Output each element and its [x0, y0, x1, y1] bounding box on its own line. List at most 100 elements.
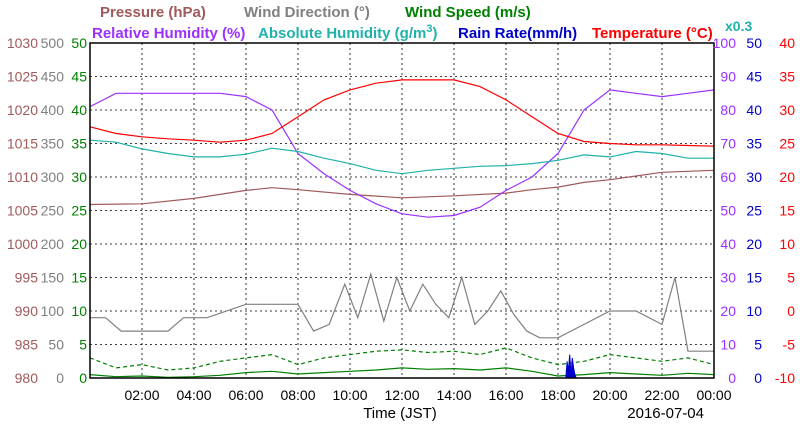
- legend-absolute-humidity: Absolute Humidity (g/m3): [258, 23, 437, 42]
- y-tick-label: 0: [787, 303, 795, 319]
- y-tick-label: 35: [71, 136, 87, 152]
- y-tick-label: 60: [720, 169, 736, 185]
- legend-rain-rate: Rain Rate(mm/h): [458, 25, 577, 42]
- y-tick-label: 30: [720, 270, 736, 286]
- y-tick-label: 15: [71, 270, 87, 286]
- y-tick-label: 500: [41, 35, 65, 51]
- series-pressure-hpa: [89, 169, 715, 206]
- y-tick-label: 300: [41, 169, 65, 185]
- y-tick-label: 990: [15, 303, 39, 319]
- y-tick-label: 1015: [7, 136, 38, 152]
- y-tick-label: 80: [720, 102, 736, 118]
- y-tick-label: 50: [720, 203, 736, 219]
- y-tick-label: 40: [720, 236, 736, 252]
- series-wind-direction: [90, 271, 714, 352]
- x-tick-label: 18:00: [540, 387, 575, 403]
- y-tick-label: 980: [15, 370, 39, 386]
- y-tick-label: 40: [779, 35, 795, 51]
- y-tick-label: 30: [779, 102, 795, 118]
- y-tick-label: 25: [71, 203, 87, 219]
- y-tick-label: 10: [720, 337, 736, 353]
- y-tick-label: 35: [779, 69, 795, 85]
- x-tick-label: 12:00: [384, 387, 419, 403]
- y-tick-label: 30: [746, 169, 762, 185]
- y-tick-label: 10: [779, 236, 795, 252]
- x-tick-label: 20:00: [592, 387, 627, 403]
- y-tick-label: 1025: [7, 69, 38, 85]
- x-tick-label: 14:00: [436, 387, 471, 403]
- plot-frame: [89, 42, 715, 379]
- series-temperature-c: [89, 79, 715, 147]
- y-tick-label: -10: [775, 370, 795, 386]
- y-tick-label: 50: [71, 35, 87, 51]
- x-tick-label: 00:00: [696, 387, 731, 403]
- y-tick-label: 10: [746, 303, 762, 319]
- y-tick-label: 20: [720, 303, 736, 319]
- y-tick-label: 45: [746, 69, 762, 85]
- y-tick-label: 1005: [7, 203, 38, 219]
- x-tick-label: 06:00: [228, 387, 263, 403]
- y-tick-label: 25: [746, 203, 762, 219]
- y-tick-label: 5: [754, 337, 762, 353]
- y-tick-label: 5: [787, 270, 795, 286]
- y-tick-label: 70: [720, 136, 736, 152]
- x-tick-label: 02:00: [124, 387, 159, 403]
- y-tick-label: 1000: [7, 236, 38, 252]
- legend-scale-note: x0.3: [725, 18, 752, 34]
- y-tick-label: 400: [41, 102, 65, 118]
- legend-wind-speed: Wind Speed (m/s): [405, 4, 531, 21]
- legend-pressure: Pressure (hPa): [100, 4, 206, 21]
- legend-wind-direction: Wind Direction (°): [244, 4, 370, 21]
- legend-temperature: Temperature (°C): [592, 25, 713, 42]
- y-tick-label: 1010: [7, 169, 38, 185]
- y-tick-label: -5: [783, 337, 796, 353]
- y-tick-label: 35: [746, 136, 762, 152]
- y-tick-label: 200: [41, 236, 65, 252]
- axes: 9809859909951000100510101015102010251030…: [7, 35, 795, 386]
- x-axis-label: Time (JST): [363, 405, 437, 422]
- series-wind-speed-m-s: [89, 347, 715, 371]
- x-tick-label: 08:00: [280, 387, 315, 403]
- series-layer: [89, 79, 715, 379]
- date-label: 2016-07-04: [627, 405, 704, 422]
- y-tick-label: 20: [746, 236, 762, 252]
- y-tick-label: 30: [71, 169, 87, 185]
- y-tick-label: 15: [779, 203, 795, 219]
- x-tick-label: 16:00: [488, 387, 523, 403]
- y-tick-label: 5: [79, 337, 87, 353]
- x-axis: 02:00 04:00 06:00 08:00 10:00 12:00 14:00 16:00…: [124, 387, 731, 403]
- legend-relative-humidity: Relative Humidity (%): [92, 25, 245, 42]
- x-tick-label: 04:00: [176, 387, 211, 403]
- y-tick-label: 20: [779, 169, 795, 185]
- y-tick-label: 100: [41, 303, 65, 319]
- y-tick-label: 350: [41, 136, 65, 152]
- y-tick-label: 995: [15, 270, 39, 286]
- y-tick-label: 0: [728, 370, 736, 386]
- y-tick-label: 40: [71, 102, 87, 118]
- y-tick-label: 100: [713, 35, 737, 51]
- y-tick-label: 20: [71, 236, 87, 252]
- y-tick-label: 985: [15, 337, 39, 353]
- x-tick-label: 10:00: [332, 387, 367, 403]
- y-tick-label: 10: [71, 303, 87, 319]
- y-tick-label: 50: [48, 337, 64, 353]
- x-tick-label: 22:00: [644, 387, 679, 403]
- y-tick-label: 250: [41, 203, 65, 219]
- y-tick-label: 25: [779, 136, 795, 152]
- y-tick-label: 150: [41, 270, 65, 286]
- legend: Pressure (hPa) Wind Direction (°) Wind S…: [92, 4, 752, 42]
- series-absolute-humidity-g-m: [89, 139, 714, 175]
- y-tick-label: 50: [746, 35, 762, 51]
- y-tick-label: 15: [746, 270, 762, 286]
- y-tick-label: 0: [56, 370, 64, 386]
- y-tick-label: 90: [720, 69, 736, 85]
- y-tick-label: 450: [41, 69, 65, 85]
- y-tick-label: 0: [79, 370, 87, 386]
- y-tick-label: 45: [71, 69, 87, 85]
- y-tick-label: 0: [754, 370, 762, 386]
- y-tick-label: 40: [746, 102, 762, 118]
- series-relative-humidity: [89, 89, 715, 218]
- y-tick-label: 1020: [7, 102, 38, 118]
- y-tick-label: 1030: [7, 35, 38, 51]
